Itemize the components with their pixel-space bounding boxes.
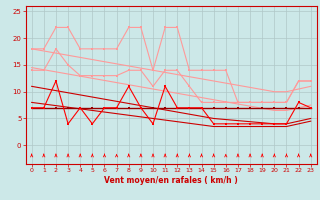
X-axis label: Vent moyen/en rafales ( km/h ): Vent moyen/en rafales ( km/h )	[104, 176, 238, 185]
